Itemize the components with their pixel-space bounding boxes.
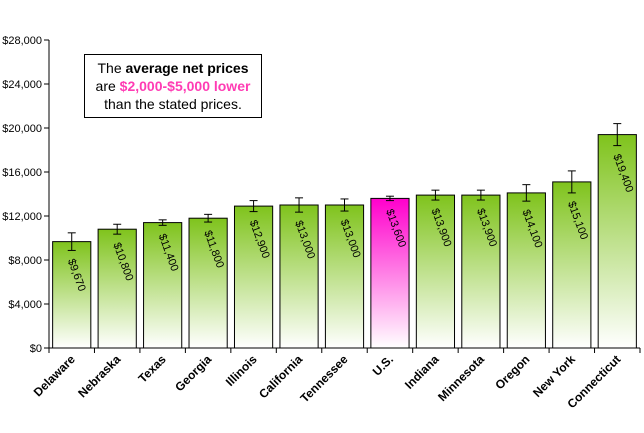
- y-tick-label: $28,000: [2, 35, 42, 47]
- x-tick-label: U.S.: [370, 352, 396, 378]
- y-tick-label: $16,000: [2, 167, 42, 179]
- bar-illinois: [233, 205, 274, 349]
- y-tick-label: $0: [30, 343, 42, 355]
- y-tick-label: $12,000: [2, 211, 42, 223]
- annotation-line-1: The average net prices: [97, 60, 249, 76]
- x-tick-label: New York: [530, 352, 578, 400]
- y-tick-label: $4,000: [8, 299, 42, 311]
- x-tick-label: Minnesota: [435, 352, 487, 404]
- bar-georgia: [188, 217, 228, 349]
- x-tick-label: Illinois: [223, 352, 260, 389]
- x-tick-label: Nebraska: [75, 352, 123, 400]
- bar-california: [279, 204, 319, 349]
- bar-u-s: [370, 197, 410, 349]
- bar-texas: [143, 222, 183, 349]
- annotation-line-3: than the stated prices.: [104, 96, 242, 112]
- annotation-line-2: are $2,000-$5,000 lower: [95, 78, 251, 94]
- bar-tennessee: [324, 204, 365, 349]
- bar-nebraska: [97, 228, 137, 349]
- bar-oregon: [506, 192, 546, 349]
- bar-delaware: [52, 241, 92, 349]
- chart-bars: [52, 123, 637, 349]
- y-tick-label: $20,000: [2, 123, 42, 135]
- x-tick-label: Texas: [135, 352, 169, 386]
- y-tick-label: $8,000: [8, 255, 42, 267]
- annotation-box: The average net prices are $2,000-$5,000…: [84, 54, 262, 118]
- x-tick-label: Tennessee: [297, 352, 350, 405]
- bar-indiana: [415, 194, 456, 349]
- bar-new-york: [552, 181, 592, 349]
- x-tick-label: Indiana: [402, 352, 442, 392]
- y-tick-label: $24,000: [2, 79, 42, 91]
- x-tick-label: Georgia: [172, 352, 214, 394]
- bar-minnesota: [461, 194, 501, 349]
- x-tick-label: Delaware: [31, 352, 78, 399]
- x-tick-label: Oregon: [492, 352, 532, 392]
